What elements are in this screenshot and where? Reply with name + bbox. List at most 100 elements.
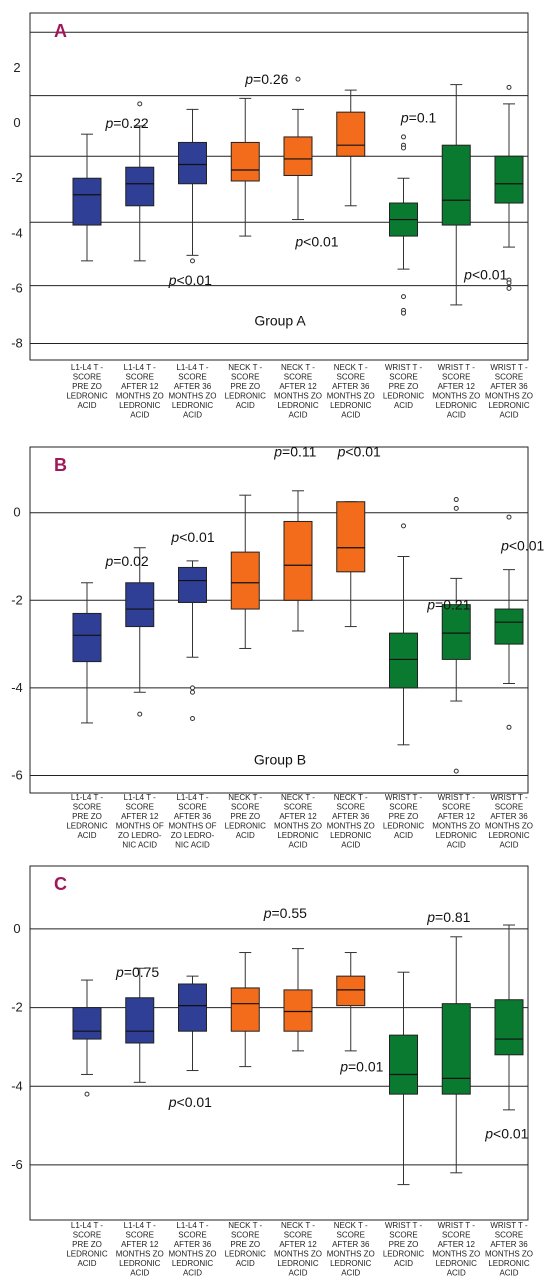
p-value-annotation: p<0.01 (168, 1094, 212, 1110)
plot-frame (29, 446, 529, 794)
box-1 (72, 582, 102, 724)
p-value-annotation: p=0.02 (104, 553, 148, 569)
category-label: WRIST T -SCORE AFTER 36 MONTHS ZO LEDRONIC A… (485, 1221, 533, 1278)
box-iqr (230, 551, 260, 610)
category-label: NECK T -SCORE AFTER 12 MONTHS ZO LEDRONIC AC… (274, 793, 322, 850)
category-label: L1-L4 T -SCORE AFTER 36 MONTHS ZO LEDRONIC A… (169, 1221, 217, 1278)
box-6 (336, 501, 366, 628)
category-label: WRIST T -SCORE AFTER 36 MONTHS ZO LEDRONIC A… (485, 363, 533, 420)
box-4 (230, 97, 260, 237)
category-label: L1-L4 T -SCORE PRE ZO LEDRONIC ACID (66, 1221, 108, 1268)
box-iqr (389, 1034, 418, 1095)
outlier-point (401, 523, 406, 529)
box-8 (441, 497, 471, 774)
outlier-point (506, 280, 512, 286)
box-1 (72, 133, 102, 262)
outlier-point (506, 84, 512, 90)
plot-frame (29, 865, 529, 1221)
outlier-point (401, 134, 406, 140)
outlier-point (190, 716, 195, 722)
group-label: Group B (254, 752, 306, 768)
p-value-annotation: p=0.1 (400, 110, 437, 126)
box-2 (125, 967, 155, 1083)
outlier-point (401, 310, 406, 316)
box-iqr (441, 144, 471, 226)
box-iqr (72, 1007, 102, 1040)
box-8 (441, 936, 471, 1174)
category-label: NECK T -SCORE AFTER 36 MONTHS ZO LEDRONIC AC… (327, 793, 375, 850)
box-4 (230, 952, 260, 1068)
p-value-annotation: p<0.01 (170, 529, 214, 545)
y-tick-label: 0 (13, 921, 20, 936)
box-4 (230, 494, 260, 649)
p-value-annotation: p=0.21 (426, 597, 470, 613)
p-value-annotation: p=0.22 (104, 115, 148, 131)
group-label: Group A (254, 313, 306, 329)
box-7 (389, 971, 418, 1186)
box-8 (441, 84, 471, 306)
box-6 (336, 952, 366, 1052)
panel-a: 2 0 -2 -4 -6 -8 Ap=0.22 p=0.26 p=0.1 p<0.01 p<0.01… (11, 12, 533, 420)
box-3 (178, 975, 207, 1072)
box-9 (494, 84, 524, 291)
outlier-point (506, 724, 512, 730)
category-label: L1-L4 T -SCORE AFTER 12 MONTHS OF ZO LEDRO-… (116, 793, 164, 850)
category-label: L1-L4 T -SCORE AFTER 36 MONTHS ZO LEDRONIC A… (169, 363, 217, 420)
box-iqr (336, 111, 366, 157)
box-7 (389, 134, 418, 316)
box-iqr (494, 999, 524, 1056)
category-label: WRIST T -SCORE PRE ZO LEDRONIC ACID (383, 793, 425, 840)
y-tick-label: -4 (11, 225, 23, 240)
p-value-annotation: p<0.01 (294, 234, 338, 250)
category-label: WRIST T -SCORE AFTER 12 MONTHS ZO LEDRONIC A… (432, 363, 480, 420)
plot-frame (29, 12, 529, 361)
panel-c: 0 -2 -4 -6 Cp=0.75 p<0.01 p=0.55 p=0.01 p=0.81 p<… (11, 865, 533, 1278)
box-iqr (494, 608, 524, 645)
y-tick-label: -2 (11, 1000, 23, 1015)
outlier-point (453, 497, 459, 503)
p-value-annotation: p<0.01 (500, 538, 544, 554)
p-value-annotation: p=0.81 (426, 909, 470, 925)
category-label: WRIST T -SCORE AFTER 12 MONTHS ZO LEDRONIC A… (432, 1221, 480, 1278)
box-3 (178, 108, 207, 264)
box-iqr (125, 582, 155, 628)
box-7 (389, 523, 418, 746)
category-label: NECK T -SCORE PRE ZO LEDRONIC ACID (225, 1221, 267, 1268)
box-iqr (283, 520, 313, 601)
panel-letter: A (54, 21, 67, 41)
box-iqr (441, 1003, 471, 1095)
outlier-point (137, 711, 143, 717)
category-label: NECK T -SCORE PRE ZO LEDRONIC ACID (225, 793, 267, 840)
category-label: WRIST T -SCORE PRE ZO LEDRONIC ACID (383, 363, 425, 410)
panel-letter: B (54, 455, 67, 475)
box-2 (125, 547, 155, 717)
outlier-point (453, 768, 459, 774)
box-9 (494, 924, 524, 1111)
box-iqr (125, 166, 155, 207)
outlier-point (506, 514, 512, 520)
box-iqr (336, 975, 366, 1007)
category-label: L1-L4 T -SCORE AFTER 36 MONTHS OF ZO LEDRO-… (169, 793, 217, 850)
box-1 (72, 979, 102, 1097)
y-tick-label: 0 (13, 505, 20, 520)
outlier-point (295, 76, 301, 82)
p-value-annotation: p=0.01 (339, 1059, 383, 1075)
outlier-point (401, 145, 406, 151)
y-tick-label: -4 (11, 1078, 23, 1093)
box-iqr (283, 136, 313, 176)
outlier-point (506, 285, 512, 291)
box-iqr (283, 989, 313, 1032)
box-iqr (178, 566, 207, 603)
box-3 (178, 560, 207, 722)
box-5 (283, 948, 313, 1052)
category-label: L1-L4 T -SCORE AFTER 12 MONTHS ZO LEDRONIC A… (116, 1221, 164, 1278)
y-tick-label: 0 (13, 115, 20, 130)
category-label: NECK T -SCORE AFTER 12 MONTHS ZO LEDRONIC AC… (274, 363, 322, 420)
box-iqr (72, 177, 102, 226)
box-5 (283, 76, 313, 221)
box-iqr (230, 987, 260, 1032)
y-tick-label: -2 (11, 170, 23, 185)
box-6 (336, 89, 366, 207)
category-label: L1-L4 T -SCORE PRE ZO LEDRONIC ACID (66, 363, 108, 410)
panel-letter: C (54, 874, 67, 894)
